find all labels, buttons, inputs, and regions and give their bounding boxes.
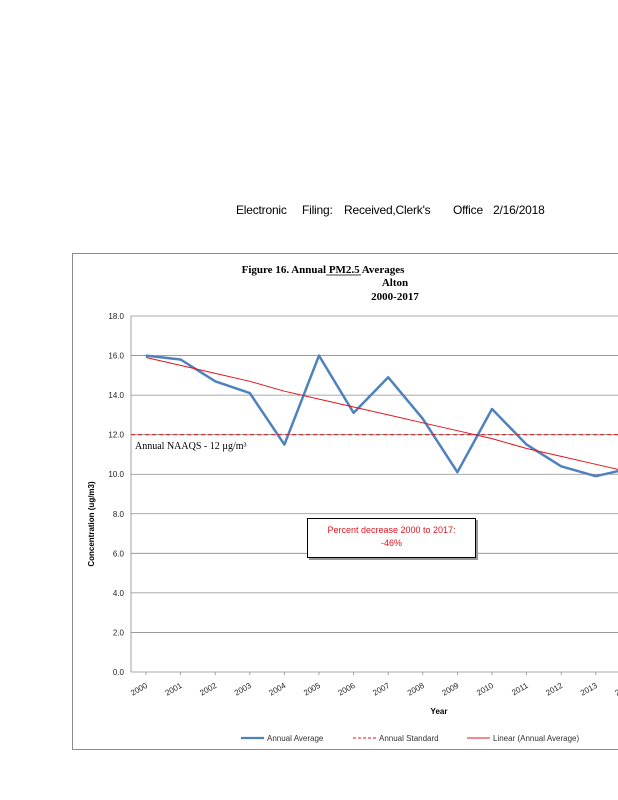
chart-title-line-1: Figure 16. Annual PM2.5 Averages: [242, 264, 405, 276]
x-tick-label-14: 2014: [613, 681, 618, 698]
naaqs-annotation: Annual NAAQS - 12 µg/m³: [135, 441, 247, 452]
y-tick-label-7: 14.0: [108, 391, 124, 400]
data-point-2004: [283, 443, 286, 446]
data-point-2007: [387, 376, 390, 379]
chart-title-line-2: Alton: [382, 277, 408, 289]
filing-date: 2/16/2018: [493, 203, 545, 217]
x-tick-label-10: 2010: [475, 681, 495, 698]
x-tick-label-9: 2009: [440, 681, 460, 698]
chart-title-line-3: 2000-2017: [371, 291, 419, 303]
filing-word-received: Received,Clerk's: [344, 203, 431, 217]
x-tick-label-7: 2007: [371, 681, 391, 698]
legend-label-annual-average: Annual Average: [267, 734, 324, 743]
data-point-2008: [422, 418, 424, 420]
y-tick-label-8: 16.0: [108, 352, 124, 361]
x-tick-label-5: 2005: [302, 681, 322, 698]
x-tick-label-12: 2012: [544, 681, 564, 698]
x-tick-label-3: 2003: [233, 681, 253, 698]
x-tick-label-8: 2008: [406, 681, 426, 698]
legend-label-annual-standard: Annual Standard: [379, 734, 439, 743]
y-tick-label-5: 10.0: [108, 470, 124, 479]
x-tick-label-4: 2004: [267, 681, 287, 698]
y-tick-label-1: 2.0: [113, 628, 125, 637]
x-tick-label-6: 2006: [337, 681, 357, 698]
callout-line-2: -46%: [380, 538, 402, 548]
data-point-2011: [525, 443, 528, 446]
filing-word-electronic: Electronic: [236, 203, 287, 217]
x-axis-ticks: 2000 2001 2002 2003 2004 2005 2006 2007 2008 2009…: [129, 672, 618, 698]
x-tick-label-2: 2002: [198, 681, 218, 698]
legend-label-trend: Linear (Annual Average): [493, 734, 579, 743]
filing-word-filing: Filing:: [302, 203, 333, 217]
chart-frame: Figure 16. Annual PM2.5 Averages Alton 2…: [72, 253, 618, 750]
y-tick-label-3: 6.0: [113, 549, 125, 558]
legend: Annual Average Annual Standard Linear (A…: [241, 734, 579, 743]
y-tick-label-6: 12.0: [108, 431, 124, 440]
y-axis-label: Concentration (ug/m3): [87, 481, 96, 567]
y-axis-ticks: 0.0 2.0 4.0 6.0 8.0 10.0 12.0 14.0 16.0 18.0: [108, 312, 124, 677]
x-tick-label-1: 2001: [164, 681, 184, 698]
y-tick-label-9: 18.0: [108, 312, 124, 321]
data-point-2001: [179, 358, 182, 361]
data-point-2010: [491, 408, 493, 410]
series-linear-annual-average: [145, 357, 618, 470]
x-axis-label: Year: [431, 707, 448, 716]
gridlines: [130, 315, 618, 673]
series-layer: [131, 354, 618, 478]
data-point-2003: [249, 392, 251, 394]
pm25-line-chart: Figure 16. Annual PM2.5 Averages Alton 2…: [87, 264, 618, 743]
y-tick-label-2: 4.0: [113, 589, 125, 598]
x-tick-label-13: 2013: [579, 681, 599, 698]
x-tick-label-0: 2000: [129, 681, 149, 698]
filing-word-office: Office: [453, 203, 483, 217]
data-point-2005: [318, 354, 320, 357]
y-tick-label-4: 8.0: [113, 510, 125, 519]
callout-line-1: Percent decrease 2000 to 2017:: [327, 525, 456, 535]
data-point-2002: [214, 380, 216, 383]
data-point-2006: [352, 412, 355, 414]
data-point-2009: [456, 471, 459, 474]
data-point-2013: [595, 475, 597, 477]
x-tick-label-11: 2011: [510, 681, 530, 698]
data-point-2012: [560, 465, 562, 468]
percent-decrease-callout: Percent decrease 2000 to 2017: -46%: [307, 518, 476, 558]
data-point-2000: [145, 354, 147, 357]
y-tick-label-0: 0.0: [113, 668, 125, 677]
